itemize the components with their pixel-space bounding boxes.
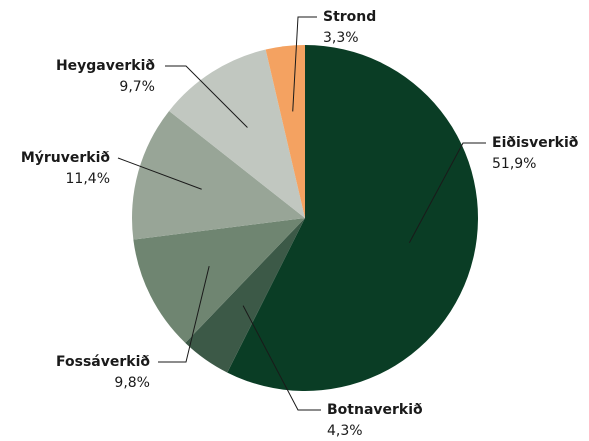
leader-line xyxy=(165,65,248,128)
pie-slice xyxy=(132,110,305,240)
pie-slice xyxy=(133,218,305,343)
leader-line xyxy=(242,305,321,411)
slice-value: 9,8% xyxy=(114,375,150,391)
pie-slice xyxy=(265,45,305,218)
slice-name: Heygaverkið xyxy=(56,58,155,74)
slice-value: 4,3% xyxy=(327,423,363,439)
slice-value: 9,7% xyxy=(119,79,155,95)
slice-name: Strond xyxy=(323,9,376,25)
leader-line xyxy=(158,266,210,363)
leader-line xyxy=(292,16,317,112)
pie-slice xyxy=(169,49,305,218)
slice-name: Botnaverkið xyxy=(327,402,423,418)
pie-slice xyxy=(185,218,305,373)
leader-line xyxy=(117,157,202,190)
slice-value: 3,3% xyxy=(323,30,359,46)
pie-slice xyxy=(227,45,479,391)
slice-name: Fossáverkið xyxy=(56,354,150,370)
slice-name: Mýruverkið xyxy=(21,150,111,166)
slice-value: 51,9% xyxy=(492,156,536,172)
slice-value: 11,4% xyxy=(66,171,110,187)
leader-line xyxy=(408,142,486,243)
slice-name: Eiðisverkið xyxy=(492,135,579,151)
